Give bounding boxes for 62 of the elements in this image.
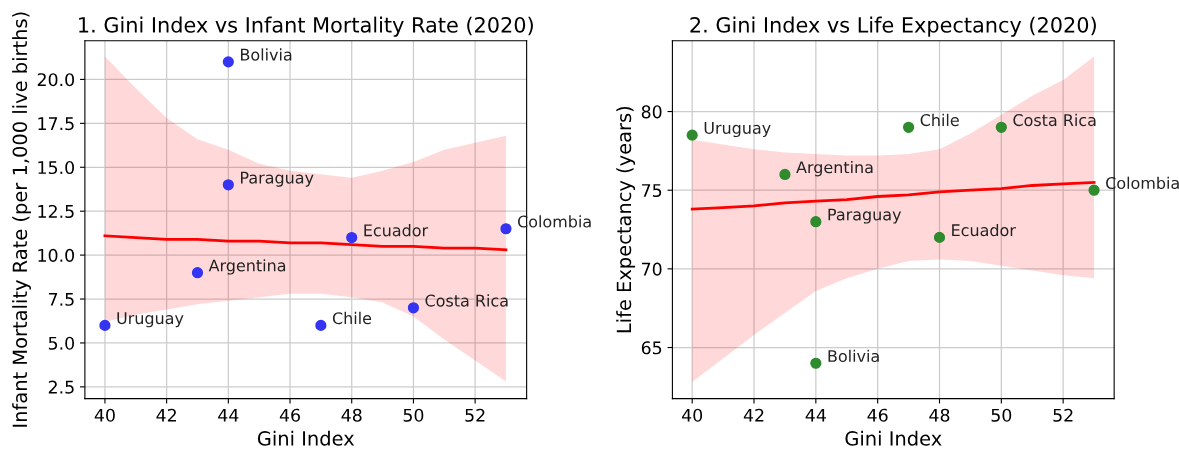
y-tick-label: 2.5 xyxy=(48,380,74,394)
x-tick-label: 42 xyxy=(156,408,176,422)
point xyxy=(191,267,204,279)
annotation: Costa Rica xyxy=(425,294,508,307)
annotation: Ecuador xyxy=(364,224,429,237)
annotation: Paraguay xyxy=(241,171,314,187)
point xyxy=(346,231,358,244)
x-tick-label: 44 xyxy=(218,408,239,422)
x-tick-label: 48 xyxy=(341,408,362,422)
point xyxy=(99,319,111,331)
y-tick-label: 65 xyxy=(641,341,662,355)
x-tick-label: 52 xyxy=(465,408,485,422)
y-tick-label: 20.0 xyxy=(37,73,75,87)
x-axis-title: Gini Index xyxy=(257,430,355,446)
annotation: Bolivia xyxy=(241,48,292,61)
annotation: Paraguay xyxy=(828,208,902,224)
y-axis-title: Infant Mortality Rate (per 1,000 live births) xyxy=(12,12,31,427)
annotation: Ecuador xyxy=(952,223,1016,237)
point xyxy=(686,129,698,141)
point xyxy=(902,121,915,133)
y-axis-title: Life Expectancy (years) xyxy=(616,106,636,333)
point xyxy=(500,223,512,235)
x-tick-label: 48 xyxy=(929,408,950,422)
x-tick-label: 50 xyxy=(403,408,424,422)
annotation: Chile xyxy=(332,311,372,325)
point xyxy=(933,231,946,244)
y-tick-label: 17.5 xyxy=(38,117,74,131)
y-tick-label: 75 xyxy=(642,184,662,198)
annotation: Uruguay xyxy=(704,122,771,138)
x-tick-label: 52 xyxy=(1053,408,1073,422)
y-tick-label: 7.5 xyxy=(48,292,74,306)
point xyxy=(315,319,327,331)
annotation: Argentina xyxy=(796,160,873,177)
y-tick-label: 10.0 xyxy=(38,248,75,262)
chart-title: 1. Gini Index vs Infant Mortality Rate (2020) xyxy=(79,16,533,37)
point xyxy=(779,168,791,181)
annotation: Bolivia xyxy=(828,349,879,363)
point xyxy=(810,216,822,228)
x-tick-label: 40 xyxy=(94,408,115,422)
y-tick-label: 5.0 xyxy=(48,336,75,350)
y-tick-label: 80 xyxy=(641,105,662,119)
x-tick-label: 40 xyxy=(682,408,703,422)
y-tick-label: 12.5 xyxy=(38,204,74,219)
point xyxy=(222,179,234,191)
y-tick-label: 15.0 xyxy=(38,160,75,175)
x-tick-label: 46 xyxy=(867,408,888,422)
x-tick-label: 44 xyxy=(805,408,826,422)
point xyxy=(1088,184,1100,196)
point xyxy=(810,357,822,369)
annotation: Chile xyxy=(920,113,959,127)
x-tick-label: 46 xyxy=(279,408,300,422)
x-tick-label: 42 xyxy=(743,408,764,422)
point xyxy=(222,56,234,68)
point xyxy=(407,302,420,314)
annotation: Costa Rica xyxy=(1013,113,1096,127)
annotation: Argentina xyxy=(208,259,286,275)
x-tick-label: 50 xyxy=(991,408,1012,422)
y-tick-label: 70 xyxy=(642,262,662,276)
annotation: Uruguay xyxy=(117,312,184,328)
chart-title: 2. Gini Index vs Life Expectancy (2020) xyxy=(690,16,1096,37)
x-axis-title: Gini Index xyxy=(845,430,942,446)
point xyxy=(995,121,1007,133)
